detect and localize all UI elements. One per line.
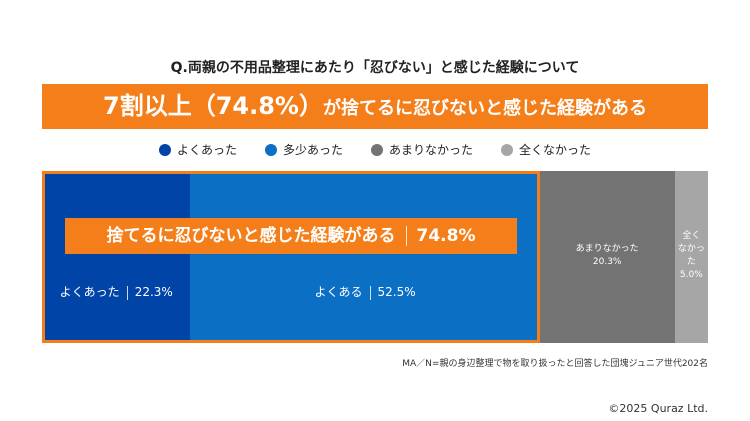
legend-item: 多少あった xyxy=(264,141,343,158)
legend-item: 全くなかった xyxy=(501,141,591,158)
segment-label: あまりなかった 20.3% xyxy=(575,244,639,267)
legend-item: よくあった xyxy=(158,141,237,158)
legend-dot-icon xyxy=(264,143,277,156)
legend-dot-icon xyxy=(158,143,171,156)
segment-label: よくあった 22.3% xyxy=(59,285,173,300)
legend-label: よくあった xyxy=(176,143,237,157)
segment-label: 全く なかった 5.0% xyxy=(677,231,705,280)
bar-segment: あまりなかった 20.3% xyxy=(539,171,675,343)
callout-label: 捨てるに忍びないと感じた経験がある 74.8% xyxy=(65,218,517,254)
bar-segment: 全く なかった 5.0% xyxy=(674,171,708,343)
legend-item: あまりなかった xyxy=(371,141,473,158)
legend: よくあった 多少あった あまりなかった 全くなかった xyxy=(0,141,750,158)
headline-big: 7割以上（74.8%） xyxy=(103,92,323,120)
copyright: ©2025 Quraz Ltd. xyxy=(608,402,708,415)
legend-dot-icon xyxy=(501,143,514,156)
chart-title: Q.両親の不用品整理にあたり「忍びない」と感じた経験について xyxy=(170,60,580,76)
stacked-bar: あまりなかった 20.3% 全く なかった 5.0% xyxy=(42,171,708,343)
bar-segment xyxy=(190,171,540,343)
legend-label: 全くなかった xyxy=(519,143,592,157)
segment-label: よくある 52.5% xyxy=(314,285,416,300)
legend-label: 多少あった xyxy=(282,143,343,157)
bar-segment xyxy=(42,171,191,343)
headline-small: が捨てるに忍びないと感じた経験がある xyxy=(322,98,647,119)
headline-banner: 7割以上（74.8%）が捨てるに忍びないと感じた経験がある xyxy=(42,84,708,129)
sample-note: MA／N=親の身辺整理で物を取り扱ったと回答した団塊ジュニア世代202名 xyxy=(402,359,708,369)
legend-dot-icon xyxy=(371,143,383,156)
legend-label: あまりなかった xyxy=(389,143,474,157)
